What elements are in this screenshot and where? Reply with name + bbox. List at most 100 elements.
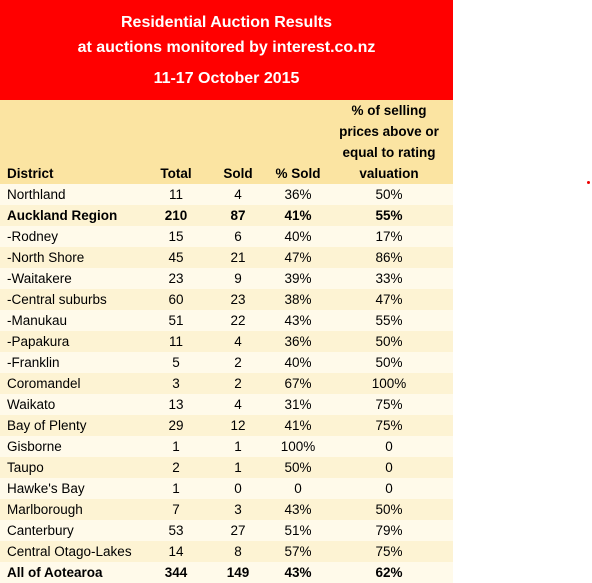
cell-value: 43% — [284, 565, 312, 580]
table-row — [0, 373, 453, 394]
cell-value: 50% — [284, 460, 312, 475]
district: -Rodney — [7, 229, 59, 244]
table-row — [0, 310, 453, 331]
cell-value: 344 — [164, 565, 188, 580]
table-row — [0, 457, 453, 478]
table-row — [0, 520, 453, 541]
district: -Waitakere — [7, 271, 72, 286]
cell-value: 7 — [172, 502, 180, 517]
cell-value: 75% — [375, 544, 403, 559]
district: Waikato — [7, 397, 56, 412]
cell-value: 33% — [375, 271, 403, 286]
cell-value: 53 — [168, 523, 184, 538]
cell-value: 17% — [375, 229, 403, 244]
cell-value: 8 — [234, 544, 242, 559]
column-header: equal to rating — [342, 145, 436, 160]
cell-value: 4 — [234, 334, 242, 349]
table-row — [0, 247, 453, 268]
table-row — [0, 478, 453, 499]
cell-value: 2 — [234, 376, 242, 391]
table-row — [0, 436, 453, 457]
table-row — [0, 289, 453, 310]
cell-value: 43% — [284, 502, 312, 517]
cell-value: 60 — [168, 292, 184, 307]
table-row — [0, 415, 453, 436]
district: -North Shore — [7, 250, 85, 265]
cell-value: 36% — [284, 334, 312, 349]
table-row — [0, 331, 453, 352]
subtitle: at auctions monitored by interest.co.nz — [77, 39, 376, 56]
cell-value: 50% — [375, 355, 403, 370]
table-row — [0, 352, 453, 373]
cell-value: 11 — [168, 187, 183, 202]
cell-value: 11 — [168, 334, 183, 349]
cell-value: 45 — [168, 250, 184, 265]
cell-value: 13 — [168, 397, 184, 412]
cell-value: 55% — [375, 208, 403, 223]
table-row — [0, 499, 453, 520]
cell-value: 50% — [375, 502, 403, 517]
title-banner: Residential Auction Results at auctions … — [0, 0, 453, 100]
cell-value: 0 — [234, 481, 242, 496]
cell-value: 100% — [280, 439, 316, 454]
district: -Franklin — [7, 355, 60, 370]
cell-value: 55% — [375, 313, 403, 328]
date: 11-17 October 2015 — [153, 70, 300, 87]
cell-value: 51% — [284, 523, 312, 538]
table-row — [0, 226, 453, 247]
district: Gisborne — [7, 439, 62, 454]
cell-value: 38% — [284, 292, 312, 307]
cell-value: 1 — [172, 481, 180, 496]
cell-value: 2 — [234, 355, 242, 370]
cell-value: 43% — [284, 313, 312, 328]
column-header: % Sold — [275, 166, 321, 181]
district: All of Aotearoa — [7, 565, 103, 580]
district: Northland — [7, 187, 66, 202]
district: Coromandel — [7, 376, 81, 391]
cell-value: 75% — [375, 397, 403, 412]
district: Canterbury — [7, 523, 74, 538]
table-row — [0, 562, 453, 583]
cell-value: 14 — [168, 544, 184, 559]
district: Central Otago-Lakes — [7, 544, 132, 559]
cell-value: 0 — [294, 481, 302, 496]
cell-value: 4 — [234, 187, 242, 202]
cell-value: 41% — [284, 208, 312, 223]
cell-value: 1 — [172, 439, 180, 454]
cell-value: 79% — [375, 523, 403, 538]
cell-value: 31% — [284, 397, 312, 412]
column-header: Total — [160, 166, 192, 181]
cell-value: 57% — [284, 544, 312, 559]
district: Auckland Region — [7, 208, 118, 223]
table-row — [0, 184, 453, 205]
table-row — [0, 205, 453, 226]
district: Marlborough — [7, 502, 83, 517]
cell-value: 86% — [375, 250, 403, 265]
cell-value: 22 — [230, 313, 246, 328]
column-header: prices above or — [339, 124, 439, 139]
cell-value: 1 — [234, 460, 242, 475]
title: Residential Auction Results — [121, 14, 332, 31]
cell-value: 9 — [234, 271, 242, 286]
district: Hawke's Bay — [7, 481, 85, 496]
cell-value: 0 — [385, 439, 393, 454]
cell-value: 41% — [284, 418, 312, 433]
cell-value: 23 — [168, 271, 184, 286]
cell-value: 3 — [234, 502, 242, 517]
cell-value: 51 — [168, 313, 184, 328]
column-header: % of selling — [351, 103, 427, 118]
district: Taupo — [7, 460, 44, 475]
cell-value: 4 — [234, 397, 242, 412]
cell-value: 15 — [168, 229, 184, 244]
cell-value: 67% — [284, 376, 312, 391]
district: -Papakura — [7, 334, 70, 349]
cell-value: 50% — [375, 187, 403, 202]
cell-value: 149 — [226, 565, 250, 580]
cell-value: 27 — [230, 523, 246, 538]
cell-value: 12 — [230, 418, 246, 433]
cell-value: 75% — [375, 418, 403, 433]
cell-value: 0 — [385, 460, 393, 475]
district: -Manukau — [7, 313, 68, 328]
cell-value: 50% — [375, 334, 403, 349]
cell-value: 87 — [230, 208, 246, 223]
